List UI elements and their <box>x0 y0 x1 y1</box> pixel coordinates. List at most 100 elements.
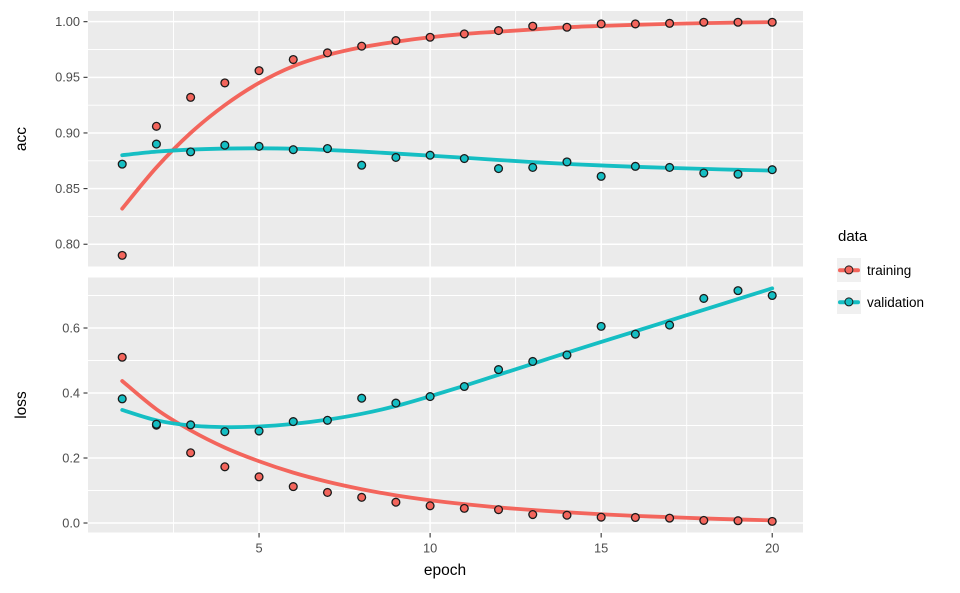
data-point-validation <box>528 356 538 367</box>
data-point-training <box>220 78 230 88</box>
data-point-validation <box>322 143 333 154</box>
data-point-validation <box>562 350 572 360</box>
x-axis-title: epoch <box>423 562 467 579</box>
legend: data training validation <box>837 228 924 322</box>
y-tick-label: 0.0 <box>62 515 80 530</box>
y-tick-label: 0.85 <box>55 181 80 196</box>
data-point-validation <box>117 159 127 169</box>
data-point-training <box>596 512 606 522</box>
data-point-training <box>220 462 230 472</box>
data-point-validation <box>733 169 743 179</box>
data-point-validation <box>459 381 469 392</box>
data-point-validation <box>596 321 606 331</box>
data-point-training <box>425 501 435 511</box>
legend-title: data <box>838 228 868 245</box>
legend-key-training <box>837 258 861 282</box>
data-point-training <box>425 32 435 42</box>
data-point-training <box>562 22 572 32</box>
data-point-validation <box>596 171 606 181</box>
data-point-validation <box>186 420 196 430</box>
data-point-training <box>322 48 333 58</box>
y-tick-label: 0.90 <box>55 125 80 140</box>
data-point-training <box>767 17 777 27</box>
y-axis-title-acc: acc <box>13 126 30 152</box>
data-point-training <box>288 54 298 65</box>
data-point-validation <box>733 286 743 296</box>
y-tick-label: 1.00 <box>55 14 80 29</box>
data-point-validation <box>254 426 264 436</box>
x-tick-label: 5 <box>255 541 262 556</box>
y-axis-title-loss: loss <box>13 391 30 419</box>
panel-acc: 1.00 0.95 0.90 0.85 0.80 <box>55 11 803 267</box>
data-point-training <box>699 515 709 525</box>
data-point-validation <box>699 293 709 303</box>
data-point-training <box>391 36 401 46</box>
data-point-validation <box>391 398 401 408</box>
data-point-training <box>357 492 367 502</box>
data-point-validation <box>665 162 675 173</box>
data-point-validation <box>117 394 127 404</box>
data-point-validation <box>254 141 264 151</box>
data-point-training <box>630 19 640 29</box>
legend-point-icon <box>844 265 854 275</box>
data-point-validation <box>665 320 675 330</box>
data-point-validation <box>493 164 504 174</box>
data-point-training <box>391 497 401 507</box>
data-point-training <box>733 516 743 526</box>
data-point-validation <box>151 419 161 429</box>
x-tick-label: 15 <box>594 541 608 556</box>
data-point-training <box>254 472 264 482</box>
data-point-validation <box>357 393 367 403</box>
data-point-training <box>186 448 196 458</box>
y-tick-label: 0.2 <box>62 450 80 465</box>
data-point-training <box>767 516 777 526</box>
legend-item-validation: validation <box>837 290 924 314</box>
data-point-validation <box>288 417 298 427</box>
data-point-validation <box>220 427 230 437</box>
data-point-training <box>699 17 709 27</box>
panel-background <box>88 277 803 533</box>
legend-point-icon <box>844 297 854 307</box>
legend-item-training: training <box>837 258 924 282</box>
data-point-training <box>596 19 606 29</box>
y-tick-label: 0.4 <box>62 385 80 400</box>
data-point-validation <box>630 161 640 171</box>
data-point-training <box>117 250 127 260</box>
data-point-validation <box>699 168 709 178</box>
data-point-training <box>288 482 298 492</box>
data-point-validation <box>459 154 469 164</box>
data-point-training <box>322 487 333 498</box>
data-point-validation <box>767 290 777 301</box>
y-tick-label: 0.95 <box>55 70 80 85</box>
data-point-training <box>493 26 504 36</box>
data-point-training <box>117 352 127 362</box>
data-point-validation <box>767 165 777 175</box>
legend-key-validation <box>837 290 861 314</box>
data-point-validation <box>322 415 333 425</box>
data-point-training <box>459 503 469 513</box>
data-point-validation <box>425 392 435 402</box>
data-point-validation <box>151 139 161 149</box>
data-point-validation <box>391 152 401 163</box>
data-point-training <box>357 41 367 51</box>
data-point-training <box>528 510 538 520</box>
data-point-training <box>528 21 538 31</box>
panel-loss: 0.6 0.4 0.2 0.0 5 10 15 20 <box>62 277 803 556</box>
data-point-validation <box>357 160 367 170</box>
smooth-line-validation <box>120 286 775 430</box>
data-point-validation <box>425 150 435 160</box>
panel-background <box>88 11 803 267</box>
y-tick-label: 0.6 <box>62 320 80 335</box>
data-point-training <box>562 510 572 520</box>
data-point-training <box>186 92 196 102</box>
legend-item-label: validation <box>867 294 925 310</box>
y-tick-label: 0.80 <box>55 237 80 252</box>
data-point-training <box>733 17 743 27</box>
data-point-training <box>254 66 264 76</box>
data-point-validation <box>288 145 298 155</box>
data-point-validation <box>528 162 538 173</box>
data-point-validation <box>630 329 640 339</box>
x-tick-label: 10 <box>423 541 437 556</box>
